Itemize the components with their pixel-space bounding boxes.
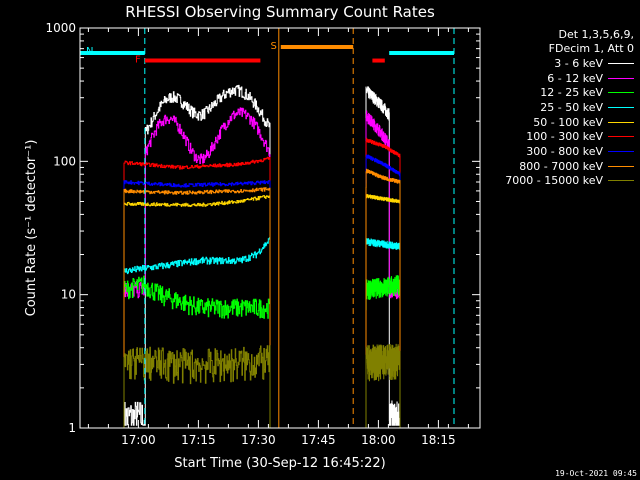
series-line-3 (365, 238, 401, 428)
legend-entry-label: 6 - 12 keV (547, 71, 603, 85)
legend-entry: 12 - 25 keV (488, 85, 634, 100)
series-line-4 (365, 194, 401, 428)
x-tick-label: 17:15 (181, 433, 216, 447)
y-tick-label: 100 (53, 154, 76, 168)
flag-label-N: N (86, 46, 93, 57)
legend-swatch (608, 62, 634, 64)
legend-entry: 800 - 7000 keV (488, 159, 634, 174)
legend-swatch (608, 180, 634, 182)
legend-entry-label: 7000 - 15000 keV (505, 174, 603, 188)
series-line-4 (123, 194, 271, 428)
legend-entry: 50 - 100 keV (488, 115, 634, 130)
y-tick-label: 10 (61, 288, 76, 302)
series-line-7 (123, 187, 271, 428)
x-tick-label: 17:00 (121, 433, 156, 447)
legend-header-line-2: FDecim 1, Att 0 (548, 42, 634, 55)
x-tick-label: 18:00 (361, 433, 396, 447)
legend-entry-label: 3 - 6 keV (554, 56, 603, 70)
series-line-5 (123, 156, 271, 428)
legend-swatch (608, 92, 634, 94)
legend-entry: 300 - 800 keV (488, 144, 634, 159)
legend-entry: 7000 - 15000 keV (488, 174, 634, 189)
series-line-0 (365, 86, 401, 428)
series-line-3 (123, 237, 271, 428)
legend-swatch (608, 136, 634, 138)
legend-entry-label: 100 - 300 keV (526, 130, 603, 144)
legend-swatch (608, 77, 634, 79)
series-line-2 (365, 275, 401, 428)
plot-area: 1 10 100 1000 17:00 17:15 17:30 17:45 18:00 18:15… (45, 21, 480, 447)
y-tick-label: 1000 (45, 21, 76, 35)
legend-entry-label: 12 - 25 keV (540, 86, 603, 100)
x-tick-label: 17:45 (301, 433, 336, 447)
x-tick-label: 17:30 (241, 433, 276, 447)
y-tick-label: 1 (68, 421, 76, 435)
legend-entry: 6 - 12 keV (488, 71, 634, 86)
series-line-1 (123, 107, 271, 428)
x-tick-label: 18:15 (421, 433, 456, 447)
legend: Det 1,3,5,6,9, FDecim 1, Att 0 3 - 6 keV… (488, 28, 634, 188)
legend-entry-label: 300 - 800 keV (526, 144, 603, 158)
series-line-6 (123, 180, 271, 428)
series-line-6 (365, 154, 401, 428)
legend-entry-label: 25 - 50 keV (540, 100, 603, 114)
legend-swatch (608, 150, 634, 152)
series-line-7 (365, 168, 401, 428)
legend-entry: 25 - 50 keV (488, 100, 634, 115)
legend-swatch (608, 121, 634, 123)
series-line-8 (365, 343, 401, 428)
legend-swatch (608, 106, 634, 108)
chart-title: RHESSI Observing Summary Count Rates (125, 3, 435, 21)
footer-timestamp: 19-Oct-2021 09:45 (555, 469, 637, 478)
series-line-0 (123, 84, 271, 428)
legend-entry: 3 - 6 keV (488, 56, 634, 71)
legend-swatch (608, 165, 634, 167)
series-line-8 (123, 345, 271, 428)
legend-header-line-1: Det 1,3,5,6,9, (558, 28, 634, 41)
legend-entry-label: 800 - 7000 keV (519, 159, 603, 173)
series-line-5 (365, 137, 401, 428)
plot-frame (79, 27, 481, 429)
flag-label-S: S (270, 41, 276, 52)
series-line-2 (123, 275, 271, 428)
y-axis-label: Count Rate (s⁻¹ detector⁻¹) (24, 140, 39, 317)
legend-entry: 100 - 300 keV (488, 129, 634, 144)
flag-label-F: F (135, 55, 141, 66)
legend-entry-label: 50 - 100 keV (533, 115, 603, 129)
x-axis-label: Start Time (30-Sep-12 16:45:22) (174, 456, 385, 471)
